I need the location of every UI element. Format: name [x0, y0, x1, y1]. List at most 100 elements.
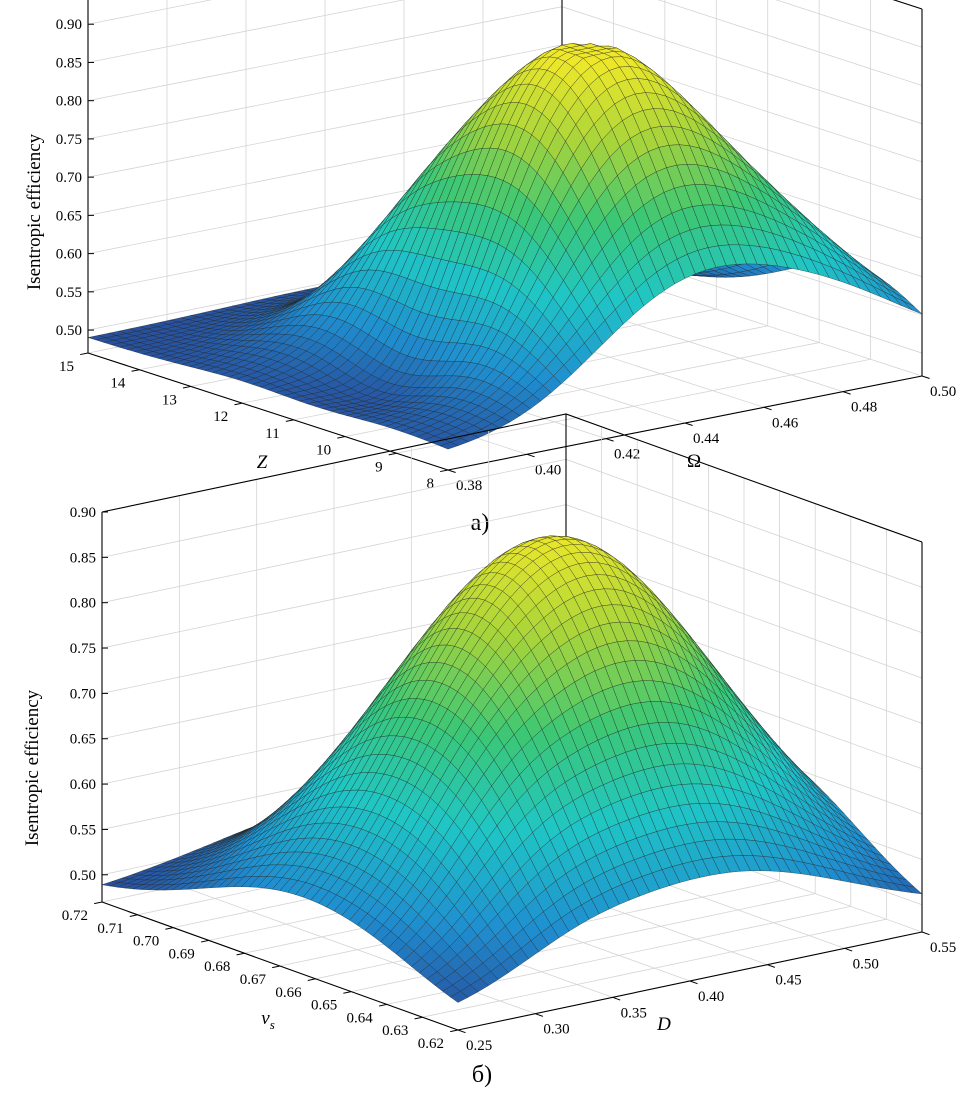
z-gridline	[101, 413, 923, 543]
box-top-edge	[892, 0, 923, 10]
panel-a: 0.500.550.600.650.700.750.800.850.900.95…	[24, 0, 956, 536]
x-tick-label: 14	[110, 376, 126, 392]
z-tick-label: 0.70	[56, 170, 82, 186]
y-tick-label: 0.25	[466, 1038, 492, 1054]
y-tick-label: 0.42	[614, 447, 640, 463]
x-tick-label: 9	[375, 459, 383, 475]
x-tick-label: 0.72	[62, 908, 88, 924]
x-tick	[129, 914, 138, 917]
z-tick-label: 0.90	[70, 505, 96, 521]
x-tick-label: 8	[427, 476, 435, 492]
y-tick-label: 0.35	[621, 1005, 647, 1021]
x-tick-label: 0.63	[382, 1023, 408, 1039]
x-tick	[414, 1016, 423, 1020]
z-tick-label: 0.65	[56, 208, 82, 224]
z-gridline	[87, 0, 923, 48]
y-tick	[605, 438, 614, 442]
z-tick-label: 0.50	[70, 868, 96, 884]
y-tick-label: 0.48	[851, 400, 877, 416]
z-tick-label: 0.75	[56, 132, 82, 148]
y-tick-label: 0.44	[693, 431, 720, 447]
z-tick-label: 0.70	[70, 686, 96, 702]
x-tick	[165, 927, 174, 930]
x-tick-label: 12	[213, 409, 228, 425]
y-tick	[767, 964, 776, 968]
y-tick	[844, 947, 853, 952]
z-gridline	[87, 0, 923, 86]
x-axis-title: vs	[261, 1008, 275, 1032]
x-axis-title-subscript: s	[270, 1017, 275, 1032]
y-tick-label: 0.46	[772, 415, 799, 431]
x-tick	[388, 452, 397, 456]
x-tick	[285, 419, 294, 422]
x-tick-label: 0.62	[418, 1036, 444, 1052]
surface-mesh	[87, 43, 923, 450]
y-tick	[447, 469, 456, 473]
y-tick-label: 0.50	[853, 956, 879, 972]
z-tick-label: 0.75	[70, 641, 96, 657]
x-tick-label: 11	[265, 426, 279, 442]
box-top-edge	[101, 413, 923, 543]
x-tick-label: 0.67	[240, 972, 267, 988]
y-tick	[457, 1029, 466, 1034]
x-tick	[450, 1029, 459, 1033]
y-tick-label: 0.30	[543, 1022, 569, 1038]
x-tick	[234, 402, 243, 406]
x-tick-label: 0.69	[169, 946, 195, 962]
x-tick	[272, 965, 281, 969]
x-tick	[378, 1003, 387, 1007]
z-tick-label: 0.60	[70, 777, 96, 793]
x-tick-label: 10	[316, 443, 331, 459]
x-tick	[182, 385, 191, 389]
panel-caption: б)	[472, 1062, 492, 1088]
x-axis-title: Z	[257, 452, 268, 473]
y-tick-label: 0.38	[456, 478, 482, 494]
z-tick-label: 0.65	[70, 732, 96, 748]
y-tick	[921, 375, 930, 379]
x-tick	[343, 991, 352, 994]
z-tick-label: 0.90	[56, 17, 82, 33]
z-gridline	[893, 0, 923, 10]
y-tick-label: 0.40	[698, 989, 724, 1005]
y-tick	[763, 406, 772, 411]
y-axis-title: D	[656, 1014, 671, 1035]
z-tick-label: 0.55	[70, 822, 96, 838]
x-tick	[337, 436, 346, 439]
z-tick-label: 0.60	[56, 247, 82, 263]
y-tick-label: 0.45	[775, 973, 801, 989]
y-tick	[842, 391, 851, 395]
surface-mesh	[101, 535, 923, 1003]
x-tick	[307, 978, 316, 981]
x-tick-label: 0.65	[311, 998, 337, 1014]
x-tick	[236, 952, 245, 956]
y-tick	[921, 931, 930, 936]
x-tick	[200, 939, 209, 943]
z-axis-title: Isentropic efficiency	[22, 689, 43, 846]
x-tick	[131, 369, 140, 372]
x-tick	[440, 469, 449, 473]
y-tick-label: 0.50	[930, 384, 956, 400]
z-tick-label: 0.85	[56, 55, 82, 71]
z-tick-label: 0.85	[70, 550, 96, 566]
y-tick	[689, 980, 698, 985]
z-axis-title: Isentropic efficiency	[24, 133, 45, 290]
x-tick-label: 0.71	[97, 921, 123, 937]
y-tick	[684, 422, 693, 426]
x-tick	[80, 352, 89, 356]
y-tick	[535, 1013, 544, 1017]
x-tick-label: 0.70	[133, 934, 159, 950]
z-tick-label: 0.80	[70, 596, 96, 612]
x-tick-label: 0.68	[204, 959, 230, 975]
y-tick-label: 0.55	[930, 940, 956, 956]
x-tick-label: 15	[59, 359, 74, 375]
x-tick	[94, 901, 103, 905]
z-tick-label: 0.50	[56, 323, 82, 339]
x-tick-label: 0.64	[347, 1010, 374, 1026]
z-tick-label: 0.80	[56, 94, 82, 110]
x-tick-label: 0.66	[275, 985, 302, 1001]
z-tick-label: 0.55	[56, 285, 82, 301]
y-tick	[612, 996, 621, 1001]
x-tick-label: 13	[162, 392, 177, 408]
y-tick	[526, 453, 535, 458]
